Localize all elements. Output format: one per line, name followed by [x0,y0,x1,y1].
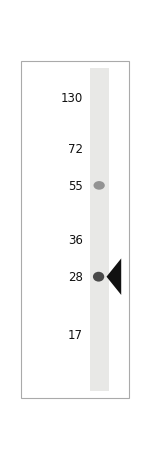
Polygon shape [107,259,121,295]
Text: 72: 72 [68,143,83,156]
Text: 36: 36 [68,234,83,247]
Ellipse shape [93,272,104,282]
Text: 17: 17 [68,329,83,341]
Text: 55: 55 [68,179,83,192]
Text: 28: 28 [68,271,83,283]
Text: 130: 130 [60,92,83,105]
Bar [89,69,109,391]
Ellipse shape [93,182,105,190]
